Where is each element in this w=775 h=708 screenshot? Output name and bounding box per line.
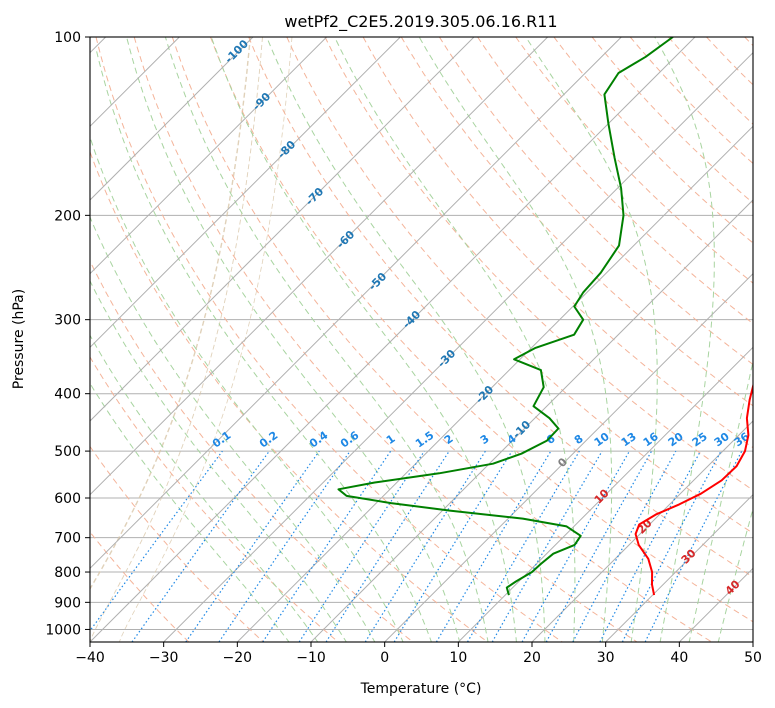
x-tick-label: −30	[149, 650, 179, 666]
moist-adiabat	[164, 37, 489, 642]
mixing-ratio-line	[218, 450, 351, 642]
x-tick-label: −20	[223, 650, 253, 666]
moist-adiabat	[654, 37, 715, 642]
isotherm	[236, 125, 753, 642]
isotherm	[531, 420, 753, 642]
x-axis-ticks: −40 −30 −20 −10 0 10 20 30 40 50	[75, 642, 762, 666]
dry-adiabat	[95, 37, 563, 642]
moist-adiabat	[90, 279, 347, 642]
y-tick-label: 600	[54, 491, 81, 507]
y-axis-ticks: 100 200 300 400 500 600 700 800 900 1000	[45, 30, 90, 638]
x-tick-label: −40	[75, 650, 105, 666]
moist-adiabat	[210, 37, 518, 642]
y-tick-label: 200	[54, 208, 81, 224]
x-tick-label: 50	[744, 650, 762, 666]
y-tick-label: 300	[54, 313, 81, 329]
mixing-ratio-line	[90, 450, 223, 632]
background-arcs	[90, 37, 293, 642]
mixing-ratio-line	[298, 450, 425, 642]
y-tick-label: 400	[54, 387, 81, 403]
moist-adiabat	[95, 49, 432, 642]
mixing-ratio-lines	[90, 450, 743, 642]
isotherm	[605, 493, 753, 642]
mixing-ratio-line	[393, 450, 513, 642]
dry-adiabat	[133, 37, 638, 642]
moist-adiabat	[334, 37, 576, 642]
dry-adiabat	[90, 356, 339, 642]
mixing-ratio-line	[644, 450, 743, 642]
moist-adiabat	[90, 382, 290, 642]
background-arc	[90, 37, 251, 591]
isotherm	[90, 37, 549, 496]
dry-adiabat	[477, 37, 753, 325]
moist-adiabat	[688, 358, 753, 642]
isotherm	[90, 37, 328, 275]
moist-adiabat	[525, 37, 658, 642]
moist-adiabat	[90, 215, 376, 642]
dewpoint-profile-line	[337, 37, 674, 596]
y-tick-label: 100	[54, 30, 81, 46]
profile-series	[337, 37, 753, 596]
mixing-ratio-line	[325, 450, 450, 642]
x-tick-label: 40	[670, 650, 688, 666]
dry-adiabat	[248, 37, 753, 578]
isotherm	[457, 346, 753, 642]
isotherm	[90, 37, 475, 422]
dry-adiabat	[90, 150, 488, 642]
x-tick-label: 0	[380, 650, 389, 666]
dry-adiabat	[324, 37, 753, 491]
background-arc	[119, 37, 293, 642]
moist-adiabat	[90, 135, 404, 642]
isotherm	[90, 37, 696, 642]
dry-adiabat	[90, 445, 264, 642]
isotherm	[163, 51, 753, 642]
background-arc	[90, 37, 263, 642]
isotherm	[90, 37, 401, 349]
plot-frame	[89, 36, 754, 643]
y-tick-label: 900	[54, 595, 81, 611]
isotherm	[90, 37, 622, 570]
plot-area: -100-90-80-70-60-50-40-30-20-10010203040…	[90, 37, 753, 642]
x-tick-label: 30	[597, 650, 615, 666]
moist-adiabat	[717, 506, 753, 642]
x-tick-label: −10	[296, 650, 326, 666]
mixing-ratio-line	[262, 450, 392, 642]
moist-adiabat	[126, 37, 461, 642]
moist-adiabat	[90, 334, 319, 642]
isotherm	[90, 37, 254, 201]
mixing-ratio-line	[572, 450, 677, 642]
mixing-ratio-line	[131, 450, 270, 642]
y-tick-label: 1000	[45, 622, 81, 638]
y-tick-label: 800	[54, 565, 81, 581]
x-tick-label: 10	[449, 650, 467, 666]
mixing-ratio-line	[545, 450, 653, 642]
isotherm	[384, 272, 753, 642]
x-axis-label: Temperature (°C)	[360, 681, 482, 697]
chart-title: wetPf2_C2E5.2019.305.06.16.R11	[284, 12, 557, 32]
mixing-ratio-line	[185, 450, 320, 642]
x-tick-label: 20	[523, 650, 541, 666]
dry-adiabat	[210, 37, 753, 623]
skewed-isotherms	[90, 37, 753, 642]
temperature-profile-line	[634, 382, 753, 596]
y-tick-label: 500	[54, 444, 81, 460]
isotherm	[310, 199, 753, 642]
moist-adiabat	[266, 37, 546, 642]
y-axis-label: Pressure (hPa)	[11, 289, 27, 389]
mixing-ratio-line	[521, 450, 631, 642]
y-tick-label: 700	[54, 531, 81, 547]
dry-adiabat	[438, 37, 753, 366]
